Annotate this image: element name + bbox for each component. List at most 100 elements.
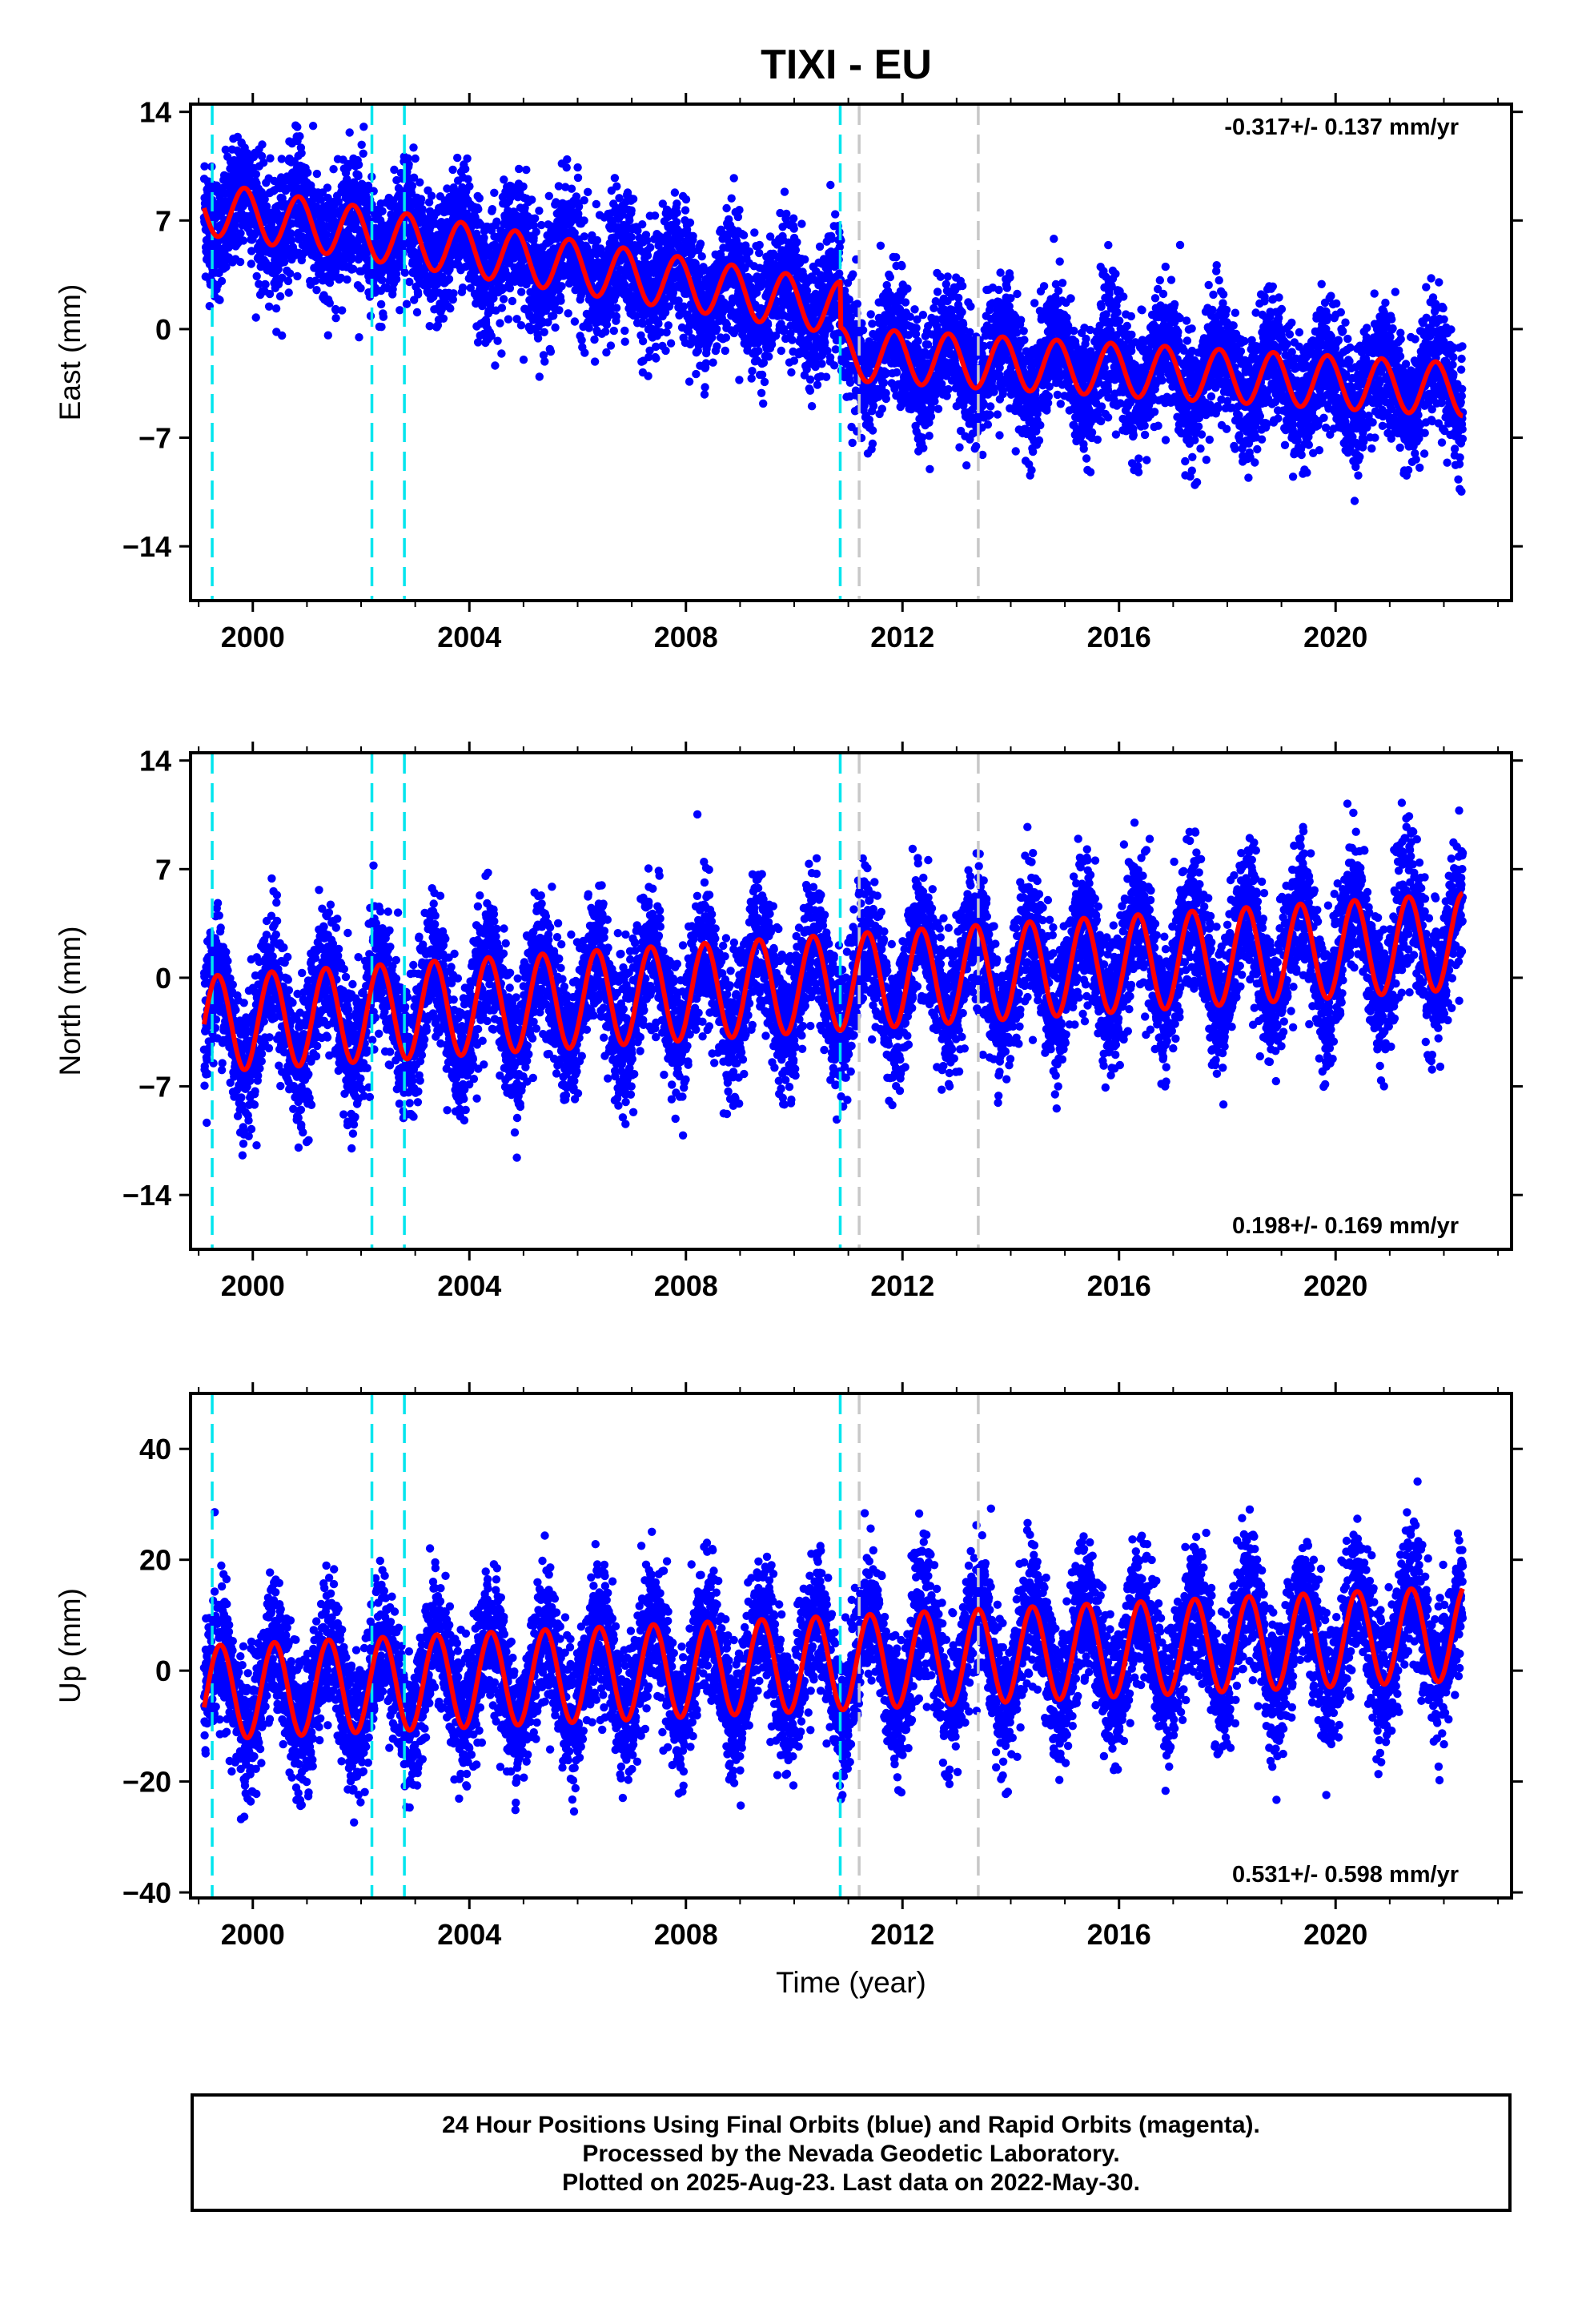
data-point	[584, 324, 593, 332]
data-point	[831, 210, 840, 219]
data-point	[517, 287, 526, 296]
data-point	[912, 324, 921, 332]
data-point	[801, 255, 809, 264]
data-point	[500, 175, 508, 184]
data-point	[311, 276, 320, 285]
data-point	[638, 220, 647, 229]
data-point	[573, 163, 582, 172]
data-point	[573, 173, 583, 183]
data-point	[535, 207, 544, 215]
data-point	[491, 361, 500, 370]
data-point	[535, 372, 544, 381]
data-point	[463, 154, 472, 163]
data-point	[264, 302, 274, 311]
data-point	[701, 383, 709, 392]
data-point	[670, 188, 680, 197]
data-point	[563, 155, 572, 164]
data-point	[497, 304, 507, 312]
data-point	[821, 372, 831, 381]
data-point	[519, 356, 528, 364]
data-point	[858, 326, 868, 335]
data-point	[577, 336, 586, 344]
data-point	[661, 346, 670, 356]
data-point	[247, 247, 256, 255]
data-point	[662, 328, 671, 337]
data-point	[293, 271, 302, 281]
data-point	[827, 234, 837, 243]
data-point	[392, 275, 401, 283]
data-point	[866, 310, 875, 319]
data-point	[408, 181, 417, 191]
data-point	[868, 426, 877, 435]
scatter-series	[199, 121, 1468, 505]
data-point	[620, 337, 629, 346]
data-point	[499, 295, 508, 304]
data-point	[584, 187, 592, 196]
data-point	[235, 257, 245, 267]
data-point	[409, 143, 418, 152]
data-point	[414, 290, 423, 299]
data-point	[378, 207, 387, 215]
data-point	[627, 232, 636, 242]
data-point	[765, 352, 773, 361]
data-point	[919, 444, 928, 452]
data-point	[277, 155, 286, 163]
data-point	[275, 292, 285, 301]
data-point	[251, 313, 260, 322]
data-point	[713, 324, 721, 334]
data-point	[652, 354, 661, 363]
data-point	[480, 233, 488, 243]
data-point	[692, 369, 701, 379]
data-point	[355, 333, 363, 342]
data-point	[580, 216, 588, 225]
data-point	[378, 275, 387, 284]
data-point	[612, 304, 621, 312]
data-point	[461, 164, 470, 174]
data-point	[497, 349, 506, 358]
data-point	[325, 299, 334, 308]
data-point	[261, 280, 270, 289]
data-point	[757, 370, 767, 380]
data-point	[821, 338, 829, 347]
data-point	[685, 218, 695, 227]
data-point	[696, 239, 705, 248]
data-point	[359, 149, 367, 158]
data-point	[505, 283, 515, 293]
data-point	[260, 195, 269, 203]
data-point	[643, 251, 652, 260]
data-point	[262, 202, 271, 211]
data-point	[897, 262, 906, 271]
data-point	[759, 399, 768, 408]
data-point	[713, 342, 721, 351]
data-point	[592, 199, 600, 209]
data-point	[427, 191, 436, 200]
data-point	[279, 258, 289, 267]
data-point	[815, 242, 825, 251]
data-point	[499, 283, 508, 293]
data-point	[934, 404, 943, 413]
data-point	[448, 165, 457, 175]
data-point	[444, 275, 454, 283]
data-point	[271, 304, 281, 313]
data-point	[258, 140, 267, 149]
data-point	[376, 300, 386, 309]
data-point	[540, 357, 549, 366]
data-point	[448, 295, 457, 304]
data-point	[412, 308, 422, 317]
data-point	[903, 284, 912, 293]
data-point	[278, 331, 287, 340]
data-point	[918, 311, 928, 320]
data-point	[602, 348, 611, 357]
data-point	[539, 351, 548, 360]
data-point	[464, 175, 472, 183]
data-point	[848, 438, 857, 448]
data-point	[512, 315, 521, 324]
data-point	[251, 170, 261, 179]
data-point	[239, 236, 248, 245]
data-point	[747, 374, 756, 383]
data-point	[425, 322, 434, 331]
data-point	[416, 195, 426, 203]
data-point	[646, 243, 655, 252]
